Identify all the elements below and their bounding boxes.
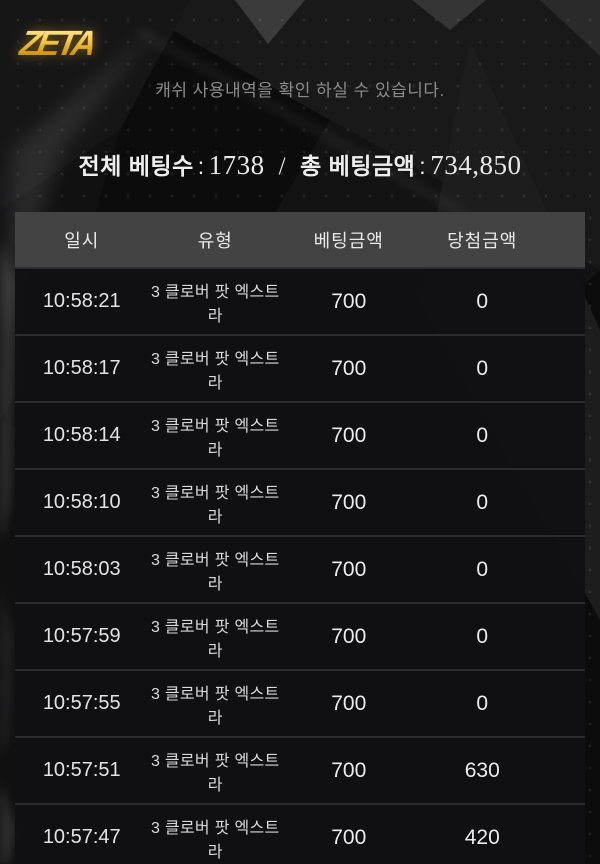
table-header-row: 일시 유형 베팅금액 당첨금액 (15, 212, 585, 267)
table-row: 10:58:17 3 클로버 팟 엑스트라 700 0 (15, 334, 585, 401)
cell-time: 10:58:17 (42, 357, 121, 379)
column-header-win-amount: 당첨금액 (447, 230, 518, 251)
cell-time: 10:58:21 (42, 290, 121, 312)
cell-type: 3 클로버 팟 엑스트라 (150, 350, 280, 392)
cell-win-amount: 630 (464, 758, 500, 782)
cell-type: 3 클로버 팟 엑스트라 (150, 551, 280, 593)
table-row: 10:58:14 3 클로버 팟 엑스트라 700 0 (15, 401, 585, 468)
cell-bet-amount: 700 (331, 758, 367, 782)
slash-separator: / (278, 153, 287, 180)
zeta-logo[interactable]: ZETA (16, 24, 97, 63)
cell-bet-amount: 700 (331, 557, 367, 581)
cell-win-amount: 0 (476, 423, 489, 447)
cell-type: 3 클로버 팟 엑스트라 (150, 618, 280, 660)
cell-bet-amount: 700 (331, 289, 367, 313)
table-row: 10:58:21 3 클로버 팟 엑스트라 700 0 (15, 267, 585, 334)
page-description: 캐쉬 사용내역을 확인 하실 수 있습니다. (155, 81, 445, 100)
cash-history-table: 일시 유형 베팅금액 당첨금액 10:58:21 3 클로버 팟 엑스트라 70… (15, 212, 585, 864)
table-row: 10:57:47 3 클로버 팟 엑스트라 700 420 (15, 803, 585, 864)
cell-bet-amount: 700 (331, 691, 367, 715)
column-header-bet-amount: 베팅금액 (313, 230, 384, 251)
column-header-type: 유형 (197, 230, 233, 251)
cell-win-amount: 0 (476, 356, 489, 380)
cell-time: 10:58:10 (42, 491, 121, 513)
cell-bet-amount: 700 (331, 356, 367, 380)
table-row: 10:58:10 3 클로버 팟 엑스트라 700 0 (15, 468, 585, 535)
cell-win-amount: 0 (476, 490, 489, 514)
cell-bet-amount: 700 (331, 490, 367, 514)
table-row: 10:58:03 3 클로버 팟 엑스트라 700 0 (15, 535, 585, 602)
cell-time: 10:58:14 (42, 424, 121, 446)
cell-type: 3 클로버 팟 엑스트라 (150, 685, 280, 727)
cell-win-amount: 0 (476, 557, 489, 581)
cell-bet-amount: 700 (331, 423, 367, 447)
cell-type: 3 클로버 팟 엑스트라 (150, 417, 280, 459)
cell-time: 10:57:55 (42, 692, 121, 714)
cell-time: 10:57:47 (42, 826, 121, 848)
table-row: 10:57:59 3 클로버 팟 엑스트라 700 0 (15, 602, 585, 669)
cell-type: 3 클로버 팟 엑스트라 (150, 752, 280, 794)
cell-win-amount: 0 (476, 624, 489, 648)
cell-win-amount: 420 (464, 825, 500, 849)
total-bets-value: 1738 (208, 150, 265, 180)
cell-time: 10:58:03 (42, 558, 121, 580)
table-row: 10:57:55 3 클로버 팟 엑스트라 700 0 (15, 669, 585, 736)
cell-win-amount: 0 (476, 289, 489, 313)
table-body: 10:58:21 3 클로버 팟 엑스트라 700 0 10:58:17 3 클… (15, 267, 585, 864)
cell-time: 10:57:59 (42, 625, 121, 647)
total-amount-value: 734,850 (430, 150, 522, 180)
cell-type: 3 클로버 팟 엑스트라 (150, 484, 280, 526)
cell-bet-amount: 700 (331, 825, 367, 849)
cell-bet-amount: 700 (331, 624, 367, 648)
table-row: 10:57:51 3 클로버 팟 엑스트라 700 630 (15, 736, 585, 803)
column-header-time: 일시 (64, 230, 100, 251)
cell-type: 3 클로버 팟 엑스트라 (150, 283, 280, 325)
total-bets-label: 전체 베팅수 (78, 153, 194, 179)
colon-separator: : (197, 153, 205, 179)
cell-type: 3 클로버 팟 엑스트라 (150, 819, 280, 861)
total-amount-label: 총 베팅금액 (300, 153, 416, 179)
betting-summary: 전체 베팅수:1738/총 베팅금액:734,850 (0, 147, 600, 181)
cell-win-amount: 0 (476, 691, 489, 715)
colon-separator: : (419, 153, 427, 179)
cell-time: 10:57:51 (42, 759, 121, 781)
